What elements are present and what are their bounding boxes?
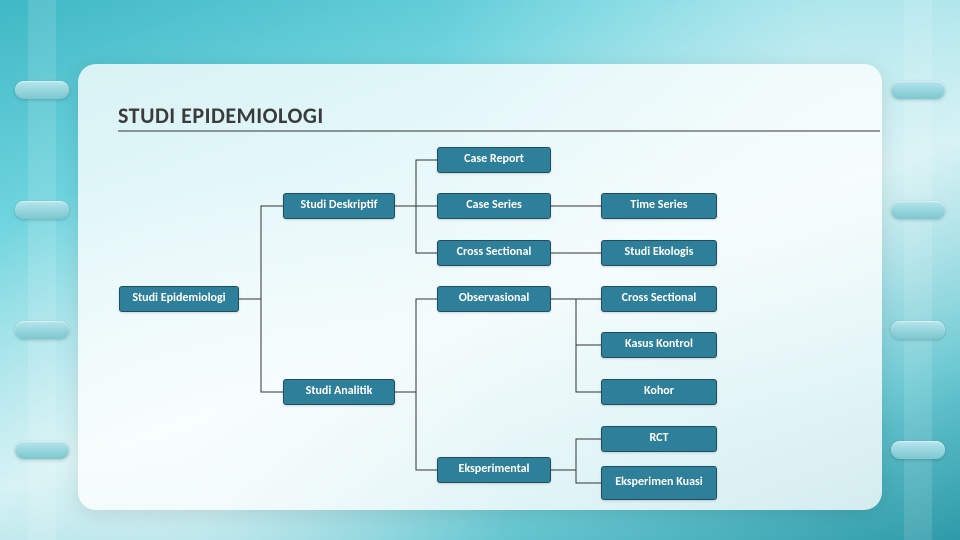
left-decor-bar <box>28 0 56 540</box>
node-rct: RCT <box>601 426 717 452</box>
decor-pill <box>891 81 945 99</box>
decor-pill <box>15 441 69 459</box>
node-deskriptif: Studi Deskriptif <box>283 193 395 219</box>
node-studi-ekologis: Studi Ekologis <box>601 240 717 266</box>
node-cross-sect-2: Cross Sectional <box>601 286 717 312</box>
node-analitik: Studi Analitik <box>283 379 395 405</box>
node-cross-sectional: Cross Sectional <box>437 240 551 266</box>
node-time-series: Time Series <box>601 193 717 219</box>
node-case-series: Case Series <box>437 193 551 219</box>
decor-pill <box>15 81 69 99</box>
node-case-report: Case Report <box>437 147 551 173</box>
decor-pill <box>15 201 69 219</box>
node-eksperimen-kuasi: Eksperimen Kuasi <box>601 466 717 500</box>
decor-pill <box>891 441 945 459</box>
node-eksperimental: Eksperimental <box>437 457 551 483</box>
node-root: Studi Epidemiologi <box>119 286 239 312</box>
right-decor-bar <box>904 0 932 540</box>
decor-pill <box>15 321 69 339</box>
node-kohor: Kohor <box>601 379 717 405</box>
node-observasional: Observasional <box>437 286 551 312</box>
slide-title: STUDI EPIDEMIOLOGI <box>118 102 324 129</box>
decor-pill <box>891 321 945 339</box>
node-kasus-kontrol: Kasus Kontrol <box>601 332 717 358</box>
decor-pill <box>891 201 945 219</box>
